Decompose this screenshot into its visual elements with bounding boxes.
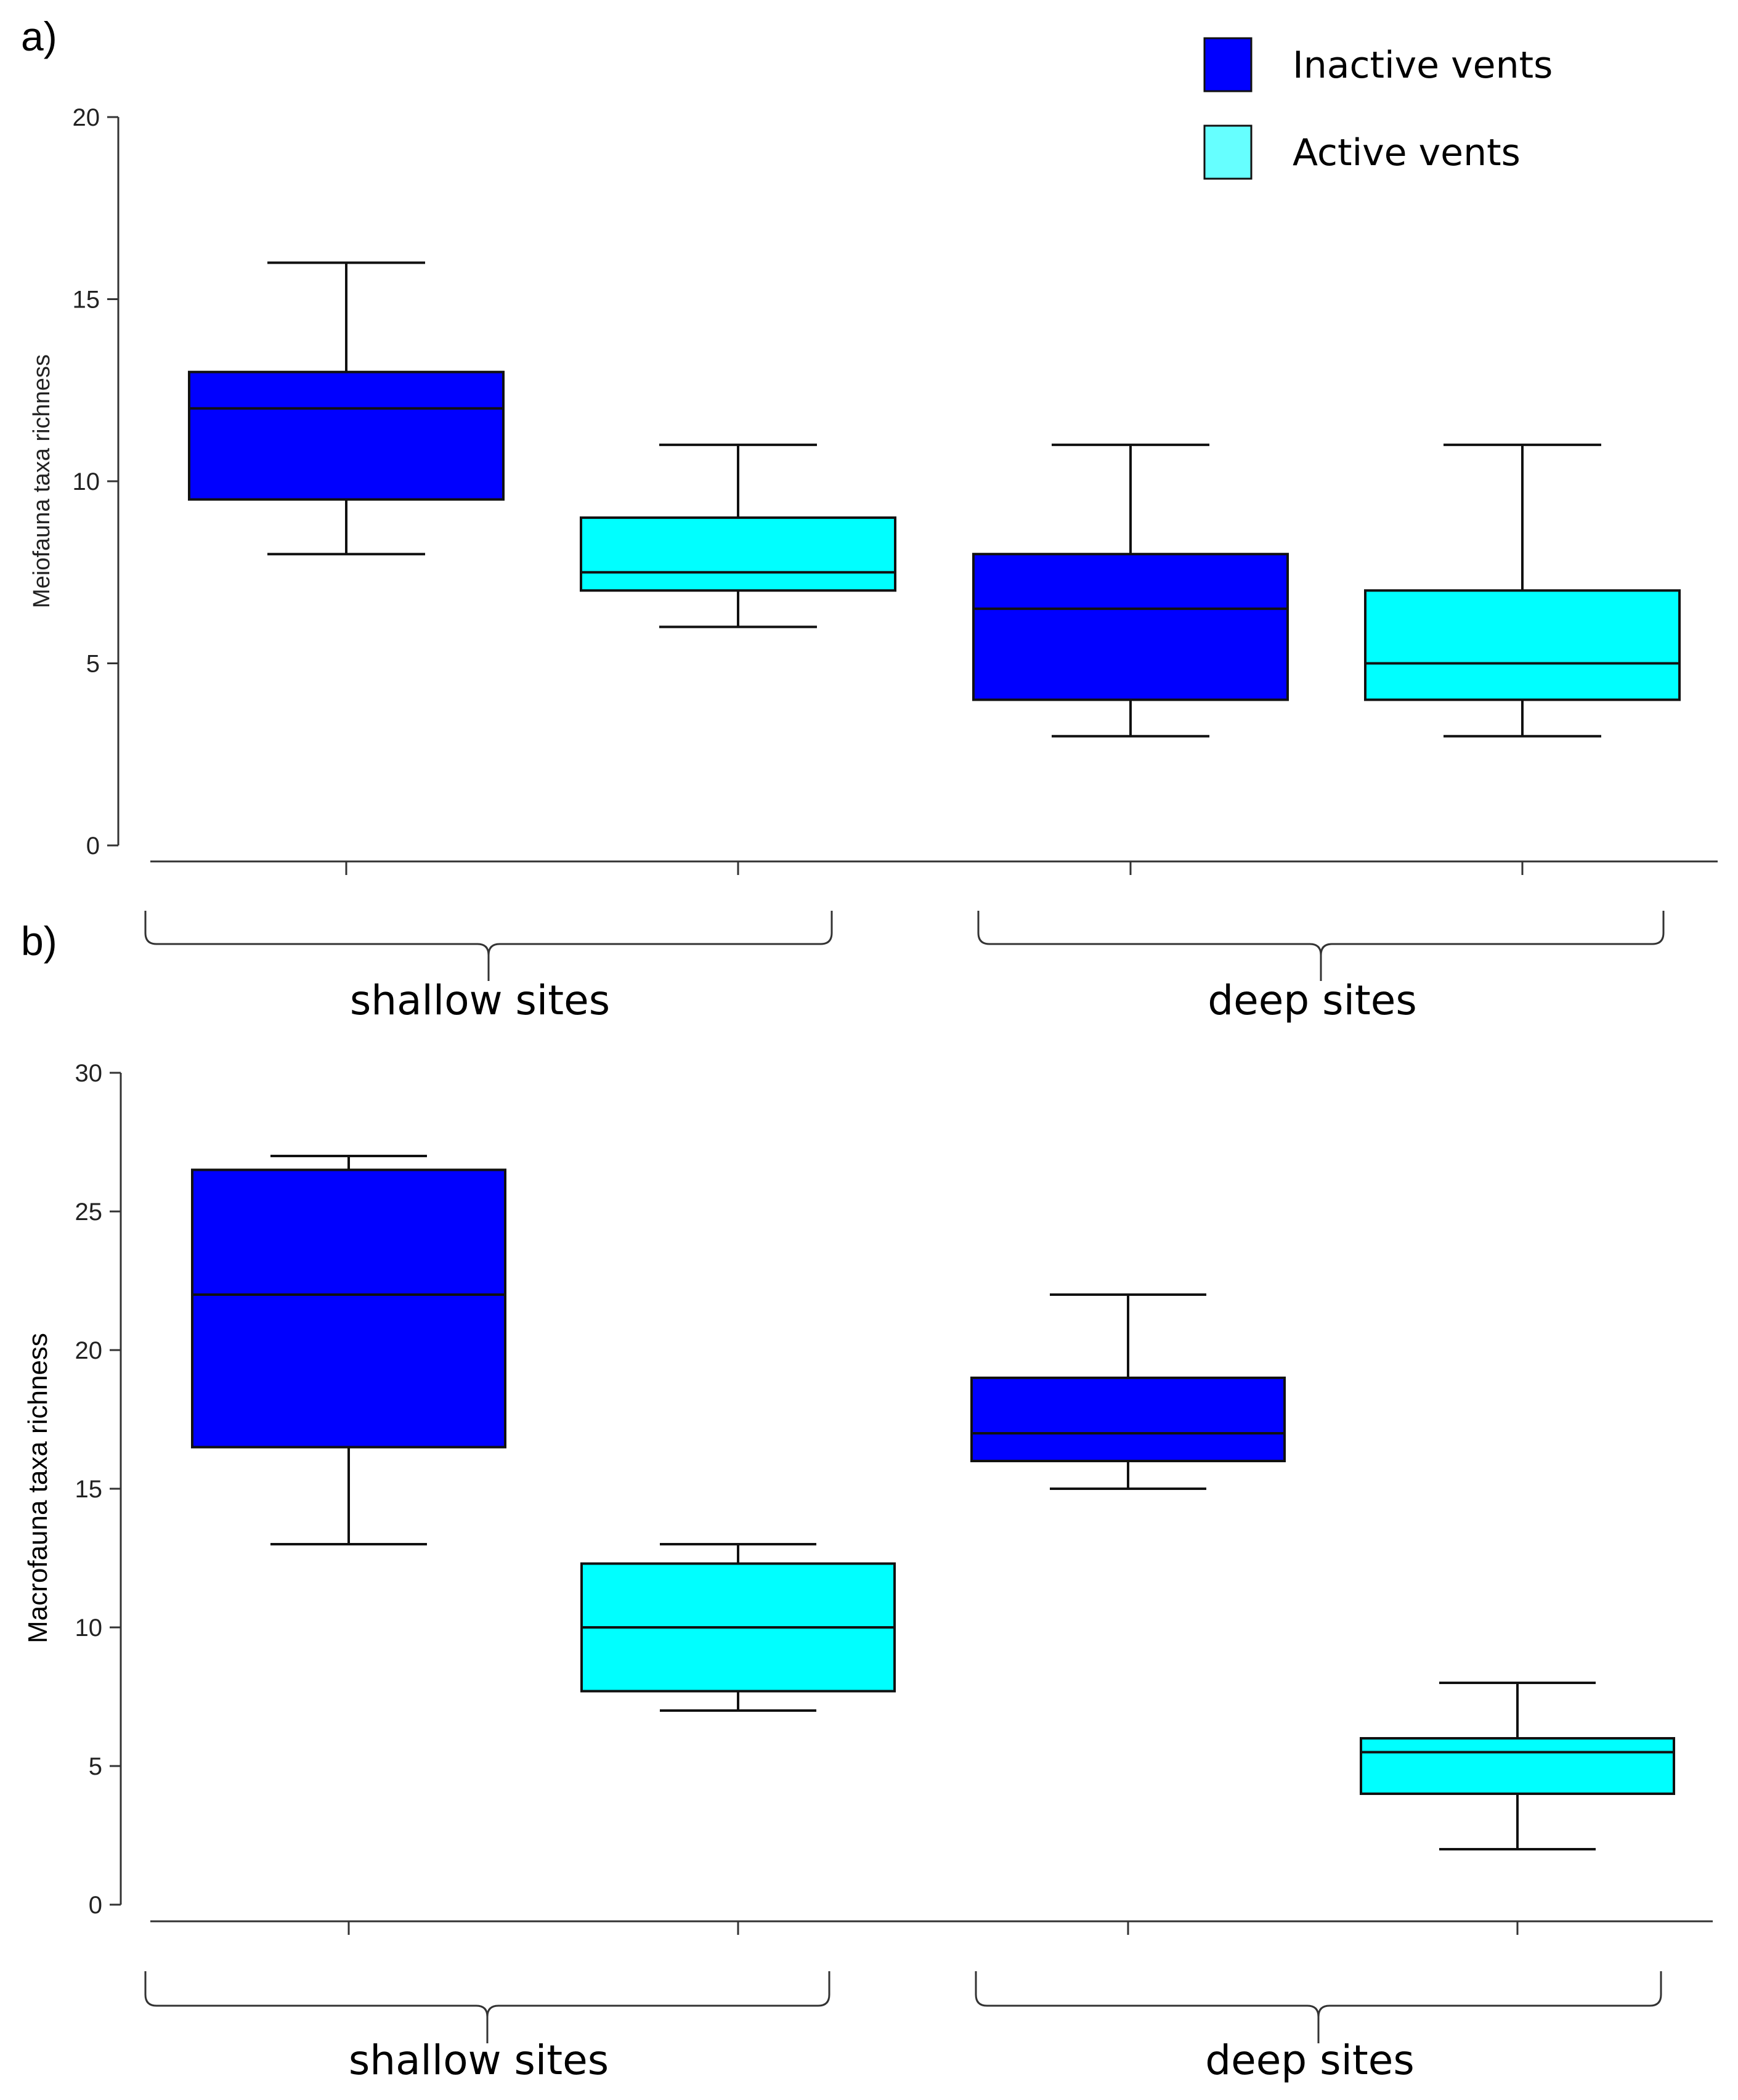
box-shallow-active: [580, 443, 896, 629]
y-tick-label: 20: [75, 1337, 103, 1364]
box-shallow-inactive: [191, 1155, 506, 1545]
group-brace-shallow: [144, 911, 833, 981]
y-tick-label: 0: [89, 1892, 102, 1919]
box-deep-active: [1360, 1682, 1675, 1850]
y-tick-label: 10: [75, 1614, 103, 1642]
iqr-box: [191, 1168, 506, 1449]
panel-letter: b): [21, 918, 57, 964]
iqr-box: [1360, 1737, 1675, 1795]
iqr-box: [972, 553, 1289, 701]
y-axis-label: Meiofauna taxa richness: [29, 354, 55, 608]
iqr-box: [188, 370, 505, 501]
y-tick-label: 30: [75, 1060, 103, 1087]
box-shallow-active: [580, 1543, 896, 1712]
legend-swatch-active: [1203, 124, 1253, 180]
y-tick-label: 15: [73, 287, 100, 314]
iqr-box: [1364, 589, 1681, 701]
y-tick-label: 25: [75, 1199, 103, 1226]
group-label-shallow: shallow sites: [350, 977, 610, 1024]
y-tick-label: 5: [86, 651, 100, 678]
y-axis-label: Macrofauna taxa richness: [23, 1333, 53, 1643]
group-label-deep: deep sites: [1205, 2037, 1415, 2084]
box-deep-inactive: [972, 443, 1289, 738]
y-tick-label: 10: [73, 468, 100, 495]
iqr-box: [580, 516, 896, 592]
group-brace-deep: [977, 911, 1665, 981]
box-deep-active: [1364, 443, 1681, 738]
y-tick-label: 0: [86, 832, 100, 860]
y-tick-label: 20: [73, 104, 100, 131]
panel-b-macrofauna-chart: b) 0 5 10 15 20 25 30 Macrofauna taxa richness sh…: [21, 918, 1713, 2084]
group-label-deep: deep sites: [1208, 977, 1417, 1024]
panel-a-meiofauna-chart: a) 0 5 10 15 20 Meiofauna taxa richness shallow…: [21, 14, 1718, 1024]
legend-label-inactive: Inactive vents: [1293, 44, 1553, 87]
panel-letter: a): [21, 14, 57, 59]
box-shallow-inactive: [188, 261, 505, 556]
legend-label-active: Active vents: [1293, 131, 1521, 174]
group-brace-deep: [975, 1971, 1662, 2043]
legend-swatch-inactive: [1203, 37, 1253, 92]
group-label-shallow: shallow sites: [349, 2037, 609, 2084]
box-deep-inactive: [970, 1293, 1286, 1490]
y-tick-label: 5: [89, 1753, 102, 1780]
legend: Inactive vents Active vents: [1203, 37, 1553, 180]
group-brace-shallow: [144, 1971, 830, 2043]
y-tick-label: 15: [75, 1476, 103, 1503]
iqr-box: [970, 1377, 1286, 1462]
